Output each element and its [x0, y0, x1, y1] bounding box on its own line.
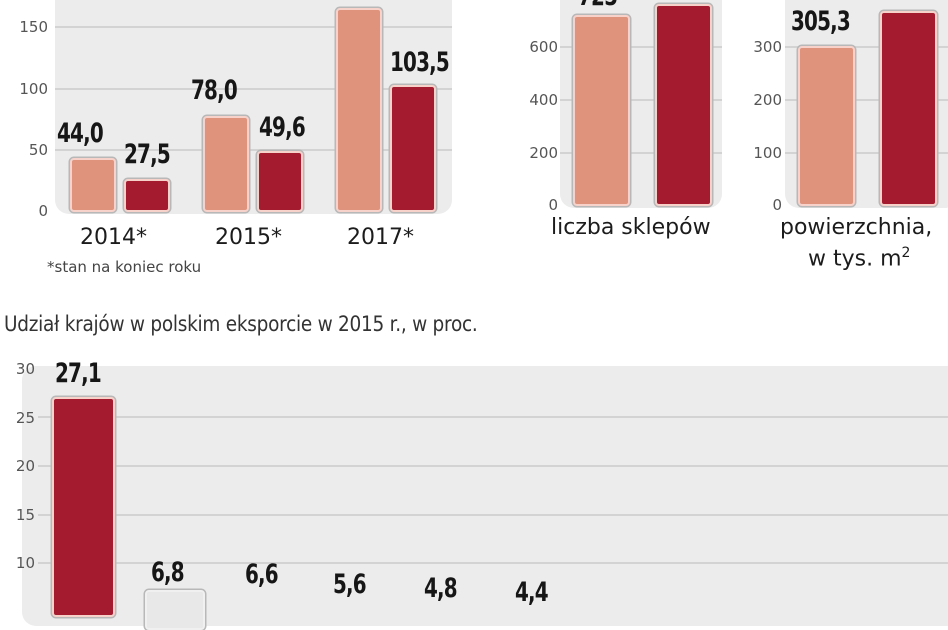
bar-stores-dark [655, 4, 712, 206]
bar-2014-light [70, 158, 116, 212]
bar-area-light [798, 46, 855, 206]
y-tick-30: 30 [15, 360, 35, 378]
y-tick-400: 400 [529, 91, 558, 109]
category-floor-area-line1: powierzchnia, [780, 215, 933, 240]
category-store-count: liczba sklepów [551, 215, 711, 240]
gridline-100 [55, 88, 452, 90]
y-tick-100: 100 [19, 80, 48, 98]
value-label-country-3: 6,6 [245, 559, 279, 590]
category-floor-area-line2: w tys. m2 [808, 242, 910, 270]
y-tick-0: 0 [38, 202, 48, 220]
value-label-country-2: 6,8 [151, 557, 185, 588]
gridline-50 [55, 149, 452, 151]
category-2017: 2017* [347, 225, 414, 250]
value-label-2014-light: 44,0 [57, 118, 104, 149]
gridline-200 [785, 99, 948, 101]
y-tick-600: 600 [529, 38, 558, 56]
y-tick-150: 150 [19, 18, 48, 36]
gridline-600 [560, 46, 722, 48]
y-tick-0: 0 [772, 196, 782, 214]
gridline-25 [38, 416, 948, 418]
bar-area-dark [880, 11, 937, 206]
y-tick-300: 300 [753, 38, 782, 56]
value-label-2014-dark: 27,5 [124, 139, 171, 170]
gridline-150 [55, 26, 452, 28]
value-label-2015-dark: 49,6 [259, 112, 306, 143]
value-label-area-light: 305,3 [791, 6, 851, 37]
bar-country-1 [52, 397, 115, 617]
chart-1-plot-area [55, 0, 452, 214]
y-tick-25: 25 [15, 409, 35, 427]
value-label-country-1: 27,1 [55, 358, 102, 389]
gridline-300 [785, 46, 948, 48]
y-tick-100: 100 [753, 144, 782, 162]
value-label-2015-light: 78,0 [191, 75, 238, 106]
value-label-country-6: 4,4 [515, 577, 549, 608]
bar-country-2 [145, 590, 205, 630]
unit-text: w tys. m [808, 246, 902, 272]
y-tick-200: 200 [753, 91, 782, 109]
gridline-200 [560, 152, 722, 154]
y-tick-200: 200 [529, 144, 558, 162]
gridline-20 [38, 465, 948, 467]
value-label-stores-light: 725 [578, 0, 618, 11]
value-label-country-5: 4,8 [424, 573, 458, 604]
bar-2017-dark [390, 85, 436, 212]
chart-4-title: Udział krajów w polskim eksporcie w 2015… [4, 312, 478, 336]
bar-2014-dark [124, 179, 170, 212]
y-tick-10: 10 [15, 554, 35, 572]
gridline-400 [560, 99, 722, 101]
y-tick-20: 20 [15, 457, 35, 475]
gridline-100 [785, 152, 948, 154]
y-tick-50: 50 [28, 141, 48, 159]
bar-2017-light [336, 8, 382, 212]
unit-superscript: 2 [901, 245, 911, 261]
bar-stores-light [573, 15, 630, 206]
value-label-2017-dark: 103,5 [390, 47, 450, 78]
value-label-country-4: 5,6 [333, 569, 367, 600]
bar-2015-light [203, 116, 249, 212]
y-tick-15: 15 [15, 506, 35, 524]
bar-2015-dark [257, 151, 303, 212]
category-2014: 2014* [80, 225, 147, 250]
category-2015: 2015* [215, 225, 282, 250]
chart-4-plot-area [22, 366, 948, 626]
footnote: *stan na koniec roku [47, 258, 202, 276]
y-tick-0: 0 [548, 196, 558, 214]
gridline-10 [38, 562, 948, 564]
gridline-15 [38, 514, 948, 516]
